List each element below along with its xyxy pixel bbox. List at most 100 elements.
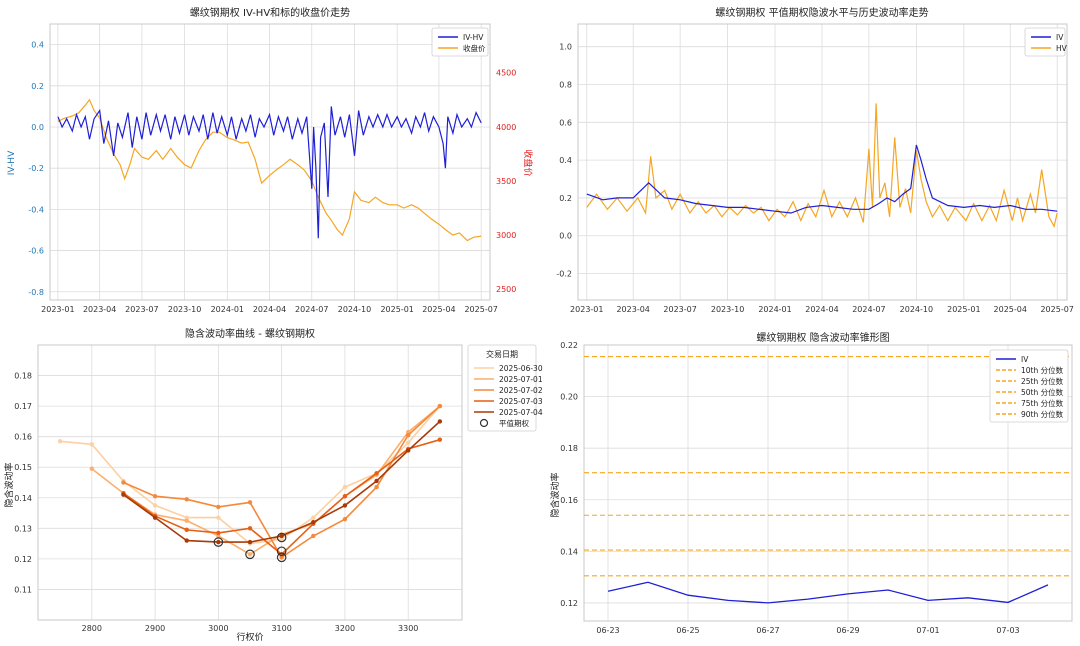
data-point xyxy=(247,500,253,505)
legend-box xyxy=(1024,27,1066,57)
data-point xyxy=(184,515,189,520)
x-tick-label: 2024-01 xyxy=(758,305,791,314)
data-point xyxy=(437,403,443,409)
x-tick-label: 2025-01 xyxy=(947,305,980,314)
chart-iv-hv-close: 螺纹钢期权 IV-HV和标的收盘价走势 IV-HV 收盘价 2023-01 202… xyxy=(0,0,540,323)
data-point xyxy=(247,539,253,545)
chart-iv-cone-svg: 螺纹钢期权 隐含波动率锥形图 隐含波动率 06-23 06-25 06-27 06-2… xyxy=(549,331,1073,635)
series-line-iv xyxy=(586,144,1058,214)
data-point xyxy=(89,466,94,471)
data-point xyxy=(247,526,253,531)
data-point xyxy=(406,432,411,438)
data-point xyxy=(152,503,158,508)
chart-title: 螺纹钢期权 隐含波动率锥形图 xyxy=(756,331,889,344)
plot-frame xyxy=(37,344,463,621)
data-point xyxy=(437,437,443,442)
chart-iv-hv-svg: 螺纹钢期权 平值期权隐波水平与历史波动率走势 2023-01 2023-04 202… xyxy=(556,6,1074,314)
y-axis-label-right: 收盘价 xyxy=(522,149,534,176)
y-tick-label: 0.8 xyxy=(559,80,572,89)
chart-title: 隐含波动率曲线 - 螺纹钢期权 xyxy=(185,327,315,340)
x-tick-label: 3000 xyxy=(208,624,228,633)
y-tick-label: 0.17 xyxy=(14,402,32,411)
data-point xyxy=(342,484,348,490)
data-point xyxy=(184,497,189,502)
data-point xyxy=(406,440,411,445)
data-point xyxy=(89,442,94,447)
y-tick-label: 0.18 xyxy=(14,372,32,381)
y-tick-label: 0.22 xyxy=(560,341,578,350)
y-right-tick-label: 2500 xyxy=(496,285,516,294)
x-tick-label: 2900 xyxy=(145,624,165,633)
legend-label: 2025-07-02 xyxy=(499,386,543,395)
data-point xyxy=(279,555,284,560)
x-tick-label: 2024-10 xyxy=(900,305,933,314)
y-tick-label: 0.0 xyxy=(559,232,572,241)
atm-marker xyxy=(276,546,287,557)
x-tick-label: 2800 xyxy=(82,624,102,633)
plot-frame xyxy=(583,344,1073,622)
y-tick-label: 1.0 xyxy=(559,43,572,52)
series-line-hv xyxy=(586,103,1058,228)
data-point xyxy=(374,471,379,476)
y-tick-label: -0.4 xyxy=(28,205,44,214)
chart-iv-smile-svg: 隐含波动率曲线 - 螺纹钢期权 行权价 隐含波动率 2800 2900 3000 31… xyxy=(3,327,543,643)
x-tick-label: 2023-10 xyxy=(711,305,744,314)
data-point xyxy=(57,439,63,444)
legend-label: 2025-07-01 xyxy=(499,375,543,384)
legend-label: 75th 分位数 xyxy=(1021,398,1064,408)
x-tick-label: 2024-01 xyxy=(211,305,244,314)
data-point xyxy=(121,492,126,497)
series-line-2025-07-01 xyxy=(91,405,441,556)
legend-label: 2025-07-04 xyxy=(499,408,543,417)
data-point xyxy=(121,480,126,485)
y-tick-label: -0.2 xyxy=(28,164,44,173)
x-axis-label: 行权价 xyxy=(236,631,263,643)
legend-label: 2025-07-03 xyxy=(499,397,543,406)
data-point xyxy=(247,552,253,557)
x-tick-label: 2024-10 xyxy=(338,305,371,314)
legend-label: 收盘价 xyxy=(463,43,486,53)
y-tick-label: 0.14 xyxy=(14,494,32,503)
data-point xyxy=(216,533,221,539)
y-tick-label: 0.4 xyxy=(559,156,572,165)
legend-label: IV-HV xyxy=(463,33,484,42)
chart-iv-smile: 隐含波动率曲线 - 螺纹钢期权 行权价 隐含波动率 2800 2900 3000 31… xyxy=(0,323,543,646)
x-tick-label: 2025-07 xyxy=(464,305,497,314)
x-tick-label: 06-29 xyxy=(836,626,859,635)
data-point xyxy=(184,527,189,533)
x-tick-label: 2023-01 xyxy=(41,305,74,314)
y-tick-label: 0.11 xyxy=(14,585,32,594)
data-point xyxy=(374,484,379,490)
legend-title: 交易日期 xyxy=(486,349,518,359)
x-tick-label: 2024-04 xyxy=(253,305,286,314)
y-tick-label: -0.8 xyxy=(28,288,44,297)
x-tick-label: 2023-10 xyxy=(168,305,201,314)
x-tick-label: 2023-01 xyxy=(570,305,603,314)
chart-iv-hv: 螺纹钢期权 平值期权隐波水平与历史波动率走势 2023-01 2023-04 202… xyxy=(540,0,1080,323)
data-point xyxy=(342,503,348,508)
y-tick-label: 0.12 xyxy=(14,555,32,564)
y-axis-label: 隐含波动率 xyxy=(3,462,15,507)
y-tick-label: 0.18 xyxy=(560,444,578,453)
y-tick-label: 0.13 xyxy=(14,524,32,533)
y-tick-label: 0.4 xyxy=(31,41,44,50)
data-point xyxy=(152,494,158,499)
y-axis-label: 隐含波动率 xyxy=(549,472,561,517)
y-tick-label: 0.12 xyxy=(560,599,578,608)
x-tick-label: 2025-04 xyxy=(422,305,455,314)
data-point xyxy=(342,494,348,499)
x-tick-label: 06-23 xyxy=(596,626,619,635)
legend-label: IV xyxy=(1056,33,1064,42)
x-tick-label: 2025-01 xyxy=(380,305,413,314)
legend-label: 2025-06-30 xyxy=(499,364,543,373)
data-point xyxy=(311,515,316,520)
data-point xyxy=(216,539,221,545)
legend-label: 50th 分位数 xyxy=(1021,387,1064,397)
data-point xyxy=(184,538,189,543)
y-right-tick-label: 3000 xyxy=(496,231,516,240)
chart-title: 螺纹钢期权 平值期权隐波水平与历史波动率走势 xyxy=(715,6,928,19)
data-point xyxy=(406,448,411,453)
x-tick-label: 2024-07 xyxy=(295,305,328,314)
data-point xyxy=(374,478,379,484)
data-point xyxy=(184,518,189,523)
